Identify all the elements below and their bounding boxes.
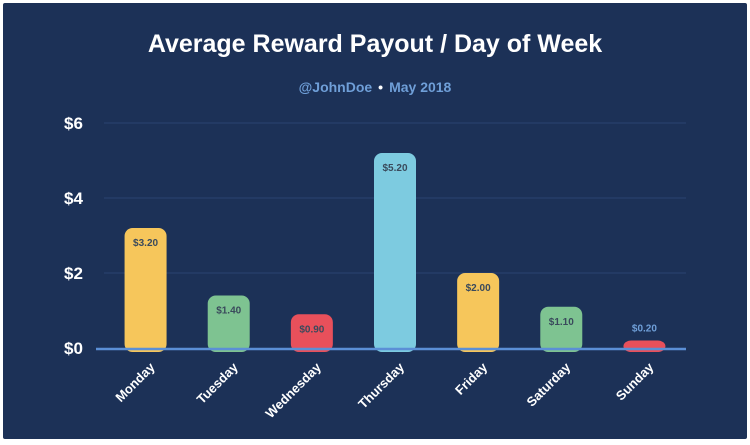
- bar: [290, 314, 333, 352]
- bar-value-label: $0.90: [299, 324, 324, 335]
- subtitle-separator: •: [378, 79, 384, 95]
- bar-value-label: $3.20: [133, 238, 158, 249]
- subtitle-date: May 2018: [389, 79, 452, 95]
- bar: [540, 306, 583, 352]
- y-tick-label: $4: [64, 189, 83, 208]
- subtitle-handle: @JohnDoe: [298, 79, 373, 95]
- x-tick-label: Friday: [452, 359, 491, 398]
- bar: [623, 340, 666, 352]
- bar: [457, 273, 500, 352]
- x-tick-label: Saturday: [523, 359, 573, 409]
- y-tick-label: $2: [64, 264, 83, 283]
- bar-value-label: $1.10: [549, 317, 574, 328]
- y-tick-label: $0: [64, 339, 83, 358]
- x-tick-label: Thursday: [355, 359, 408, 412]
- x-tick-label: Wednesday: [262, 359, 324, 421]
- chart-title: Average Reward Payout / Day of Week: [147, 30, 603, 58]
- bar: [374, 153, 416, 352]
- bar-value-label: $1.40: [216, 306, 241, 317]
- y-tick-label: $6: [64, 114, 83, 133]
- bar: [207, 295, 250, 352]
- bar-value-label: $5.20: [382, 163, 407, 174]
- x-tick-label: Sunday: [613, 359, 657, 403]
- bar: [124, 228, 167, 352]
- x-tick-label: Tuesday: [194, 359, 242, 407]
- x-tick-label: Monday: [112, 359, 158, 405]
- bar-value-label: $2.00: [466, 283, 491, 294]
- chart-subtitle: @JohnDoe • May 2018: [0, 79, 750, 95]
- bar-value-label: $0.20: [632, 324, 657, 335]
